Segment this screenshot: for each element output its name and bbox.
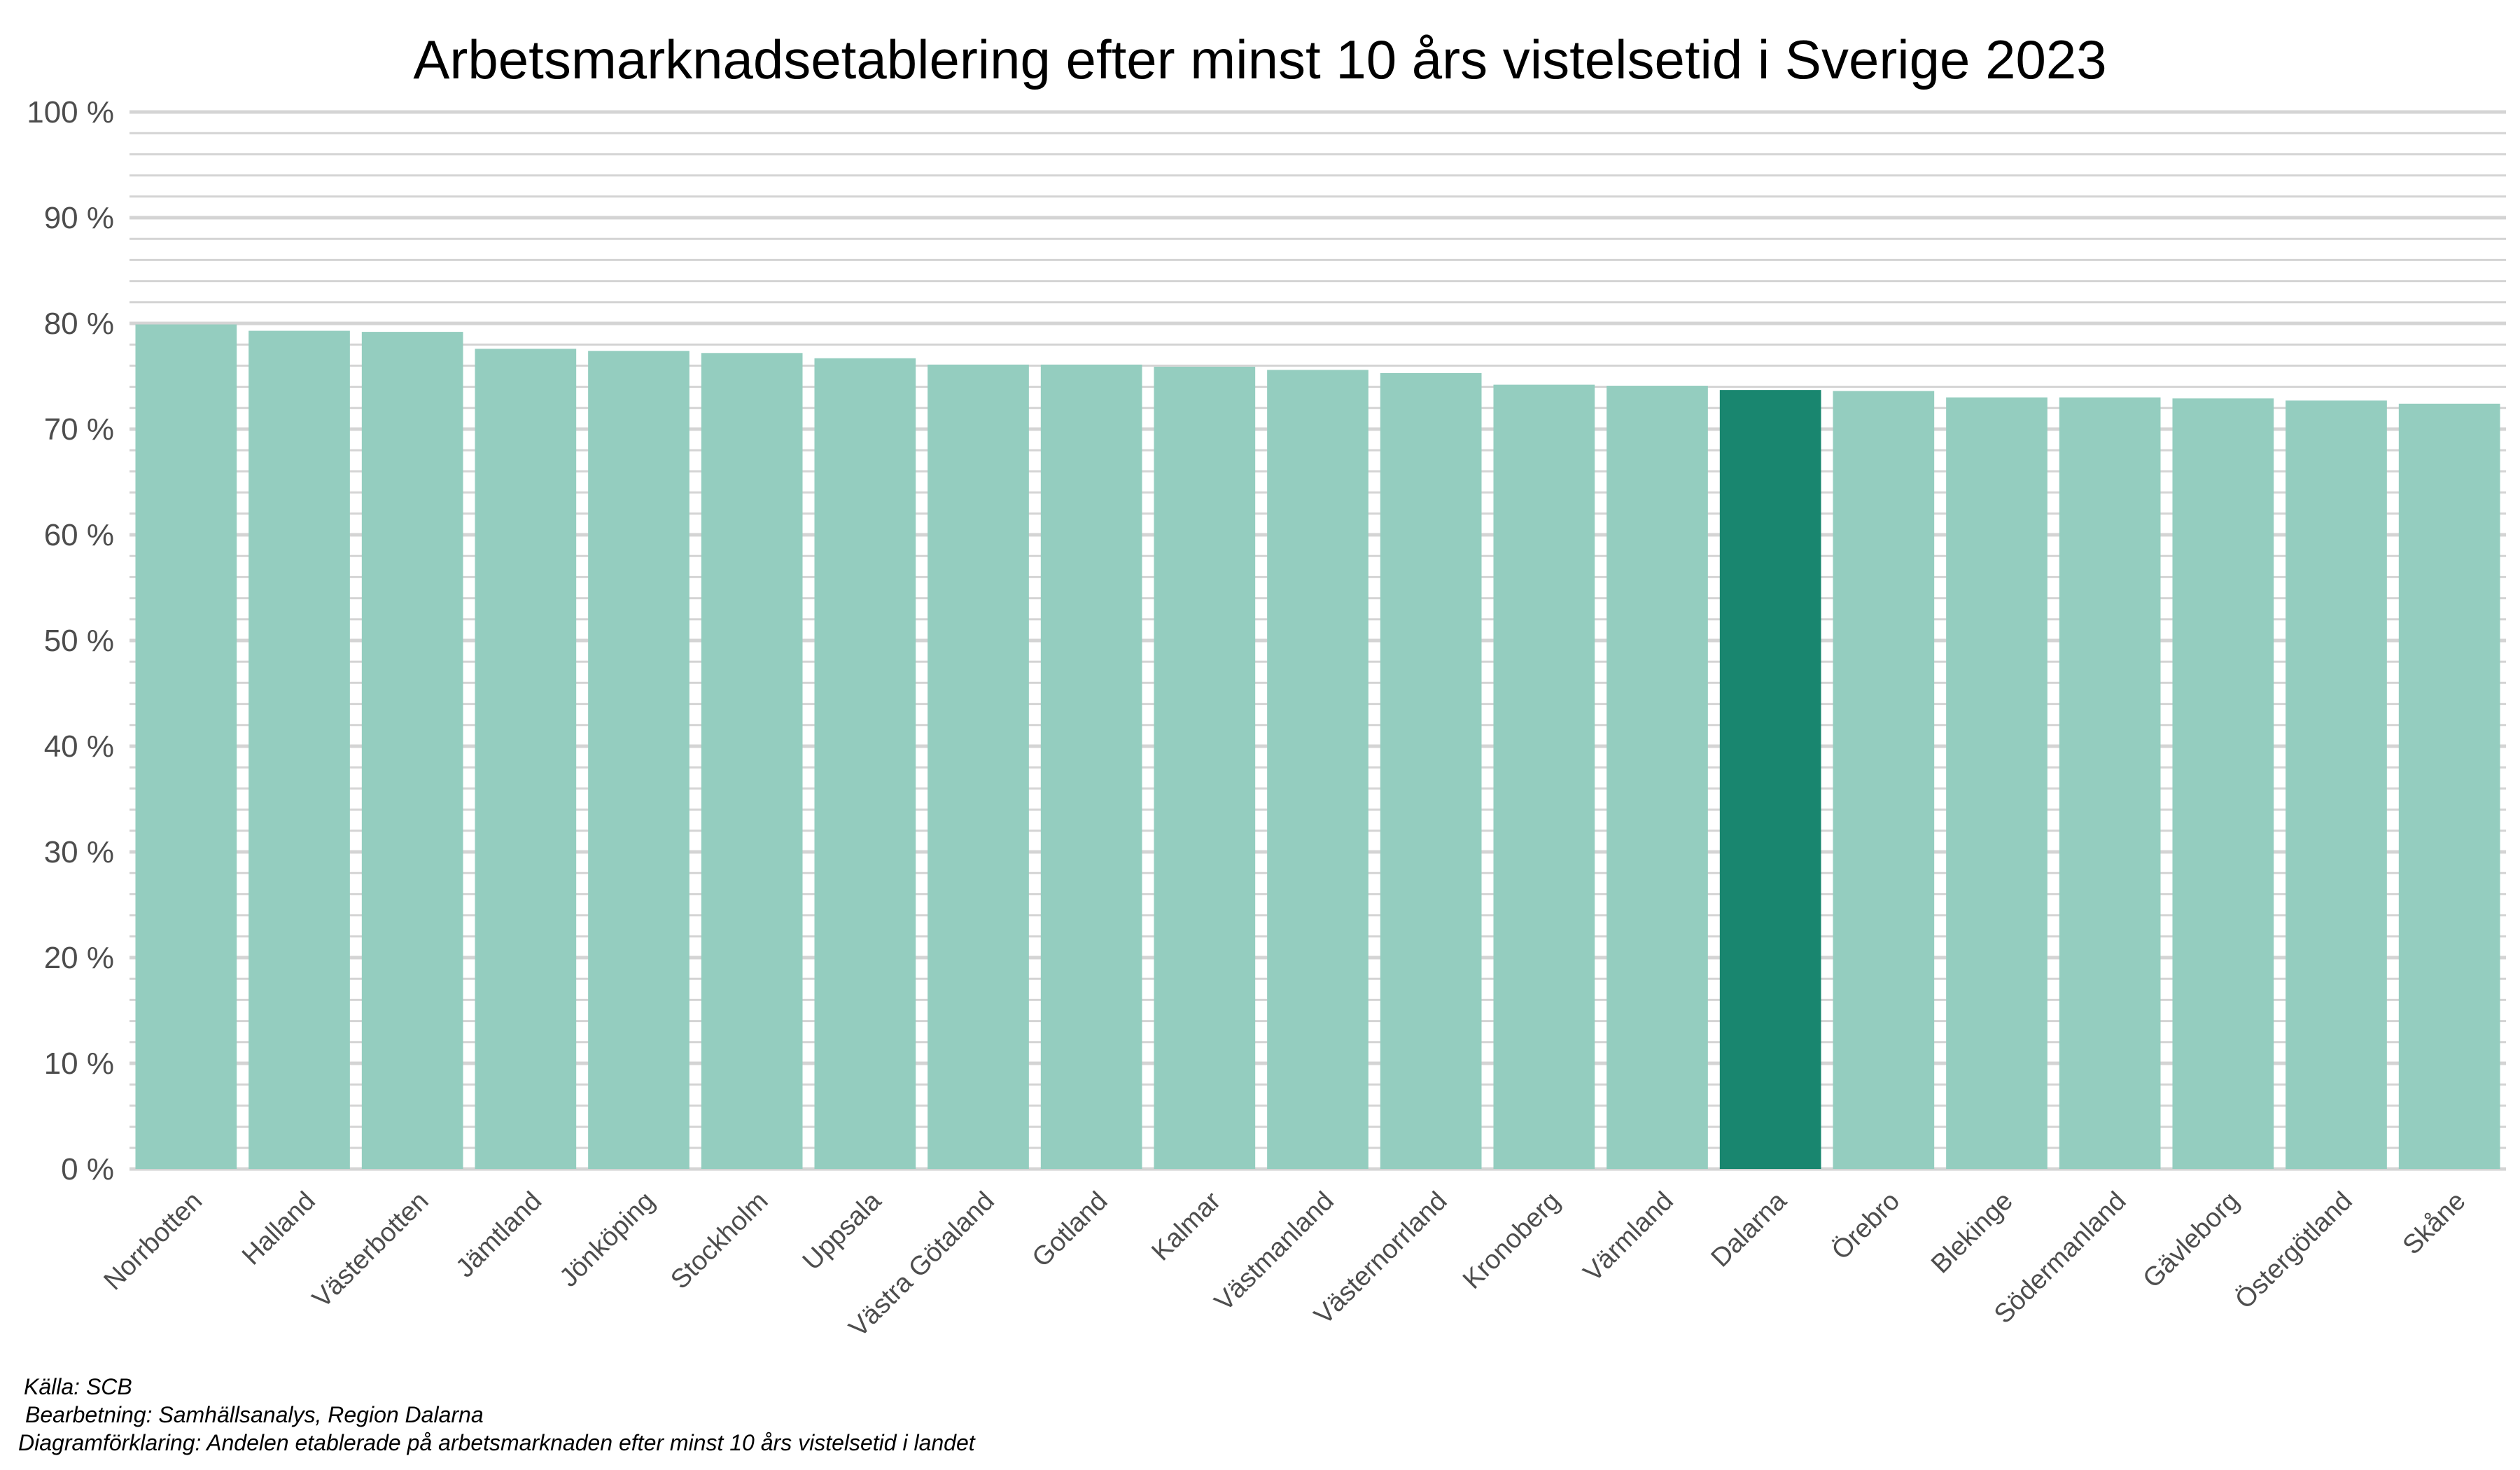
- x-tick-label: Skåne: [2398, 1186, 2472, 1261]
- bar-uppsala: [814, 358, 916, 1170]
- bar-örebro: [1833, 391, 1935, 1169]
- bar-värmland: [1606, 386, 1708, 1169]
- bar-östergötland: [2286, 400, 2387, 1169]
- x-tick-label: Gävleborg: [2138, 1186, 2246, 1294]
- x-tick-label: Jämtland: [450, 1186, 547, 1284]
- x-tick-label: Jönköping: [554, 1186, 661, 1293]
- chart-explanation: Diagramförklaring: Andelen etablerade på…: [18, 1430, 975, 1455]
- y-tick-label: 80 %: [44, 307, 114, 341]
- bar-kronoberg: [1493, 384, 1595, 1169]
- y-tick-label: 70 %: [44, 412, 114, 447]
- y-tick-label: 100 %: [27, 95, 114, 130]
- chart-title: Arbetsmarknadsetablering efter minst 10 …: [413, 29, 2107, 90]
- y-tick-label: 60 %: [44, 518, 114, 552]
- source-note: Källa: SCB: [24, 1374, 132, 1399]
- bar-jämtland: [475, 349, 577, 1169]
- bar-stockholm: [701, 353, 803, 1169]
- x-tick-label: Örebro: [1826, 1186, 1905, 1266]
- y-tick-label: 10 %: [44, 1046, 114, 1081]
- y-axis-ticks: 0 % 10 % 20 % 30 % 40 % 50 % 60 % 70 % 80 % 90 % 1…: [27, 95, 114, 1186]
- bar-västernorrland: [1380, 372, 1482, 1169]
- x-tick-label: Värmland: [1578, 1186, 1679, 1288]
- y-tick-label: 20 %: [44, 941, 114, 975]
- bar-skåne: [2398, 403, 2500, 1169]
- x-tick-label: Östergötland: [2230, 1186, 2358, 1315]
- x-tick-label: Gotland: [1027, 1186, 1114, 1273]
- bar-jönköping: [588, 351, 690, 1169]
- bar-västerbotten: [361, 332, 463, 1170]
- bars: [135, 324, 2500, 1170]
- y-tick-label: 90 %: [44, 201, 114, 235]
- x-tick-label: Västerbotten: [307, 1186, 434, 1314]
- bar-norrbotten: [135, 324, 237, 1169]
- x-tick-label: Stockholm: [665, 1186, 774, 1295]
- bar-gävleborg: [2172, 398, 2274, 1170]
- x-tick-label: Blekinge: [1926, 1186, 2019, 1280]
- x-tick-label: Halland: [237, 1186, 321, 1271]
- x-tick-label: Dalarna: [1706, 1186, 1793, 1273]
- processing-note: Bearbetning: Samhällsanalys, Region Dala…: [25, 1402, 484, 1427]
- bar-dalarna: [1719, 390, 1821, 1169]
- x-tick-label: Kronoberg: [1457, 1186, 1566, 1295]
- x-tick-label: Norrbotten: [99, 1186, 209, 1296]
- bar-kalmar: [1154, 366, 1256, 1170]
- bar-södermanland: [2059, 397, 2161, 1170]
- x-tick-label: Uppsala: [797, 1186, 888, 1276]
- bar-västra-götaland: [927, 364, 1029, 1169]
- y-tick-label: 50 %: [44, 624, 114, 658]
- y-tick-label: 40 %: [44, 729, 114, 764]
- x-tick-label: Kalmar: [1146, 1186, 1226, 1266]
- bar-halland: [248, 330, 350, 1169]
- bar-gotland: [1040, 364, 1142, 1169]
- bar-blekinge: [1946, 397, 2047, 1170]
- y-tick-label: 0 %: [61, 1152, 114, 1186]
- bar-västmanland: [1267, 370, 1368, 1170]
- y-tick-label: 30 %: [44, 835, 114, 869]
